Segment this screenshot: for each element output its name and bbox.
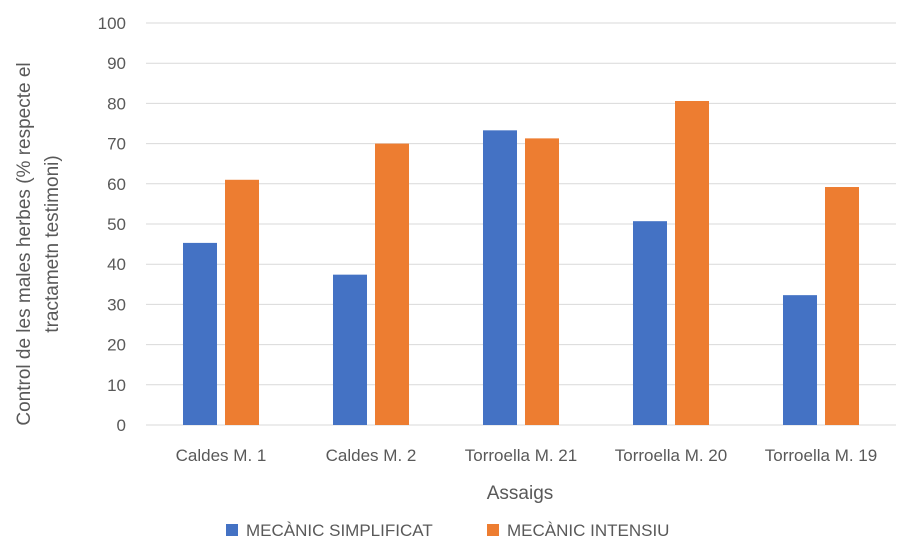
x-axis-categories: Caldes M. 1 Caldes M. 2 Torroella M. 21 Tor… [176, 446, 878, 465]
x-axis-title: Assaigs [487, 483, 554, 504]
y-tick-label: 30 [107, 295, 126, 314]
bar-intensiu-5 [825, 187, 859, 425]
y-tick-label: 60 [107, 175, 126, 194]
y-tick-label: 0 [117, 416, 126, 435]
bar-intensiu-3 [525, 138, 559, 425]
y-tick-label: 100 [98, 14, 126, 33]
y-axis-title: Control de les males herbes (% respecte … [14, 62, 63, 425]
x-category-label: Torroella M. 21 [465, 446, 577, 465]
bar-simplificat-4 [633, 221, 667, 425]
gridlines [146, 22, 896, 426]
legend-swatch-simplificat [226, 524, 238, 536]
y-axis-ticks: 0 10 20 30 40 50 60 70 80 90 100 [98, 14, 126, 435]
legend-label-simplificat: MECÀNIC SIMPLIFICAT [246, 521, 433, 540]
y-tick-label: 10 [107, 376, 126, 395]
y-tick-label: 40 [107, 255, 126, 274]
bar-intensiu-2 [375, 143, 409, 425]
y-tick-label: 20 [107, 336, 126, 355]
x-category-label: Caldes M. 2 [326, 446, 417, 465]
bar-simplificat-5 [783, 295, 817, 425]
bar-simplificat-2 [333, 274, 367, 425]
bars [183, 100, 859, 426]
x-category-label: Torroella M. 19 [765, 446, 877, 465]
legend: MECÀNIC SIMPLIFICAT MECÀNIC INTENSIU [226, 521, 669, 540]
y-tick-label: 70 [107, 135, 126, 154]
x-category-label: Caldes M. 1 [176, 446, 267, 465]
y-axis-title-line-1: Control de les males herbes (% respecte … [14, 62, 35, 425]
x-category-label: Torroella M. 20 [615, 446, 727, 465]
legend-label-intensiu: MECÀNIC INTENSIU [507, 521, 669, 540]
bar-simplificat-1 [183, 242, 217, 425]
y-tick-label: 90 [107, 54, 126, 73]
legend-swatch-intensiu [487, 524, 499, 536]
bar-simplificat-3 [483, 130, 517, 426]
bar-intensiu-1 [225, 179, 259, 425]
y-tick-label: 80 [107, 94, 126, 113]
bar-intensiu-4 [675, 100, 709, 425]
y-tick-label: 50 [107, 215, 126, 234]
y-axis-title-line-2: tractametn testimoni) [42, 155, 63, 332]
